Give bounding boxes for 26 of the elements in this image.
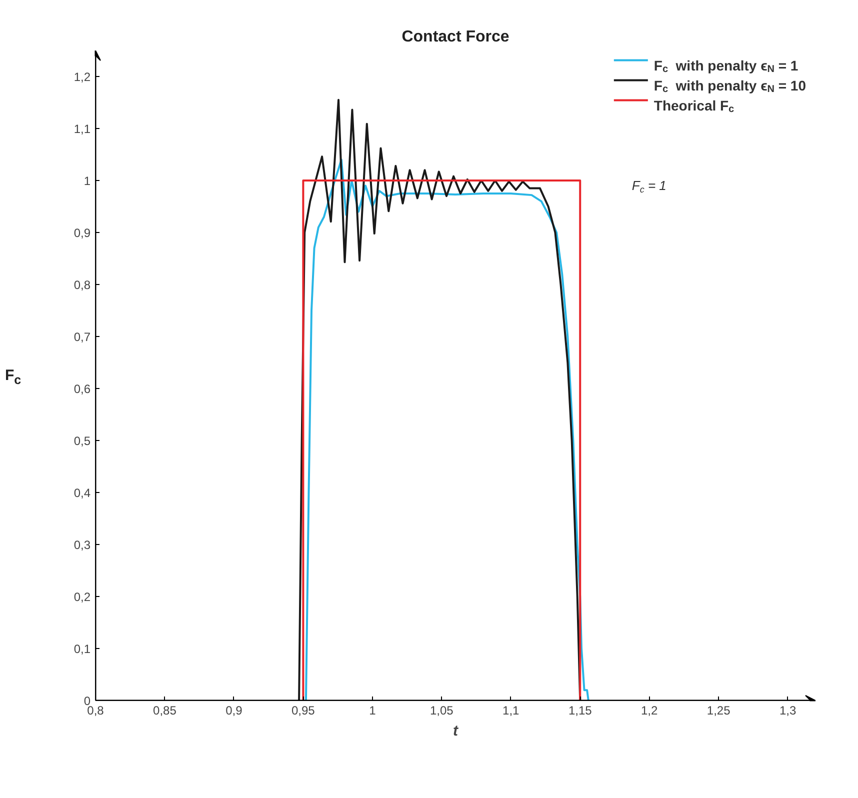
- x-tick-label: 0,95: [292, 704, 316, 718]
- y-tick-label: 0,2: [74, 590, 91, 604]
- x-tick-label: 1,05: [430, 704, 454, 718]
- chart-title: Contact Force: [402, 28, 510, 46]
- y-tick-label: 0,1: [74, 642, 91, 656]
- y-tick-label: 1,2: [74, 70, 91, 84]
- x-tick-label: 1,1: [502, 704, 520, 718]
- y-tick-label: 1,1: [74, 122, 91, 136]
- y-tick-label: 0,8: [74, 278, 91, 292]
- y-tick-label: 0,4: [74, 486, 91, 500]
- x-axis-title: t: [453, 722, 459, 740]
- x-tick-label: 0,9: [226, 704, 243, 718]
- x-tick-label: 1,25: [706, 704, 731, 718]
- y-tick-label: 1: [84, 174, 91, 188]
- y-tick-label: 0,9: [74, 226, 91, 240]
- y-tick-label: 0,5: [74, 434, 91, 448]
- x-tick-label: 1,15: [568, 704, 592, 718]
- x-tick-label: 1,3: [779, 704, 796, 718]
- x-tick-label: 1: [369, 704, 376, 718]
- y-tick-label: 0,6: [74, 382, 91, 396]
- x-tick-label: 1,2: [641, 704, 658, 718]
- text: = 1: [648, 178, 666, 193]
- x-tick-label: 0,85: [153, 704, 177, 718]
- y-tick-label: 0,7: [74, 330, 91, 344]
- y-tick-label: 0,3: [74, 538, 91, 552]
- text: F$_{c}$: [5, 367, 22, 387]
